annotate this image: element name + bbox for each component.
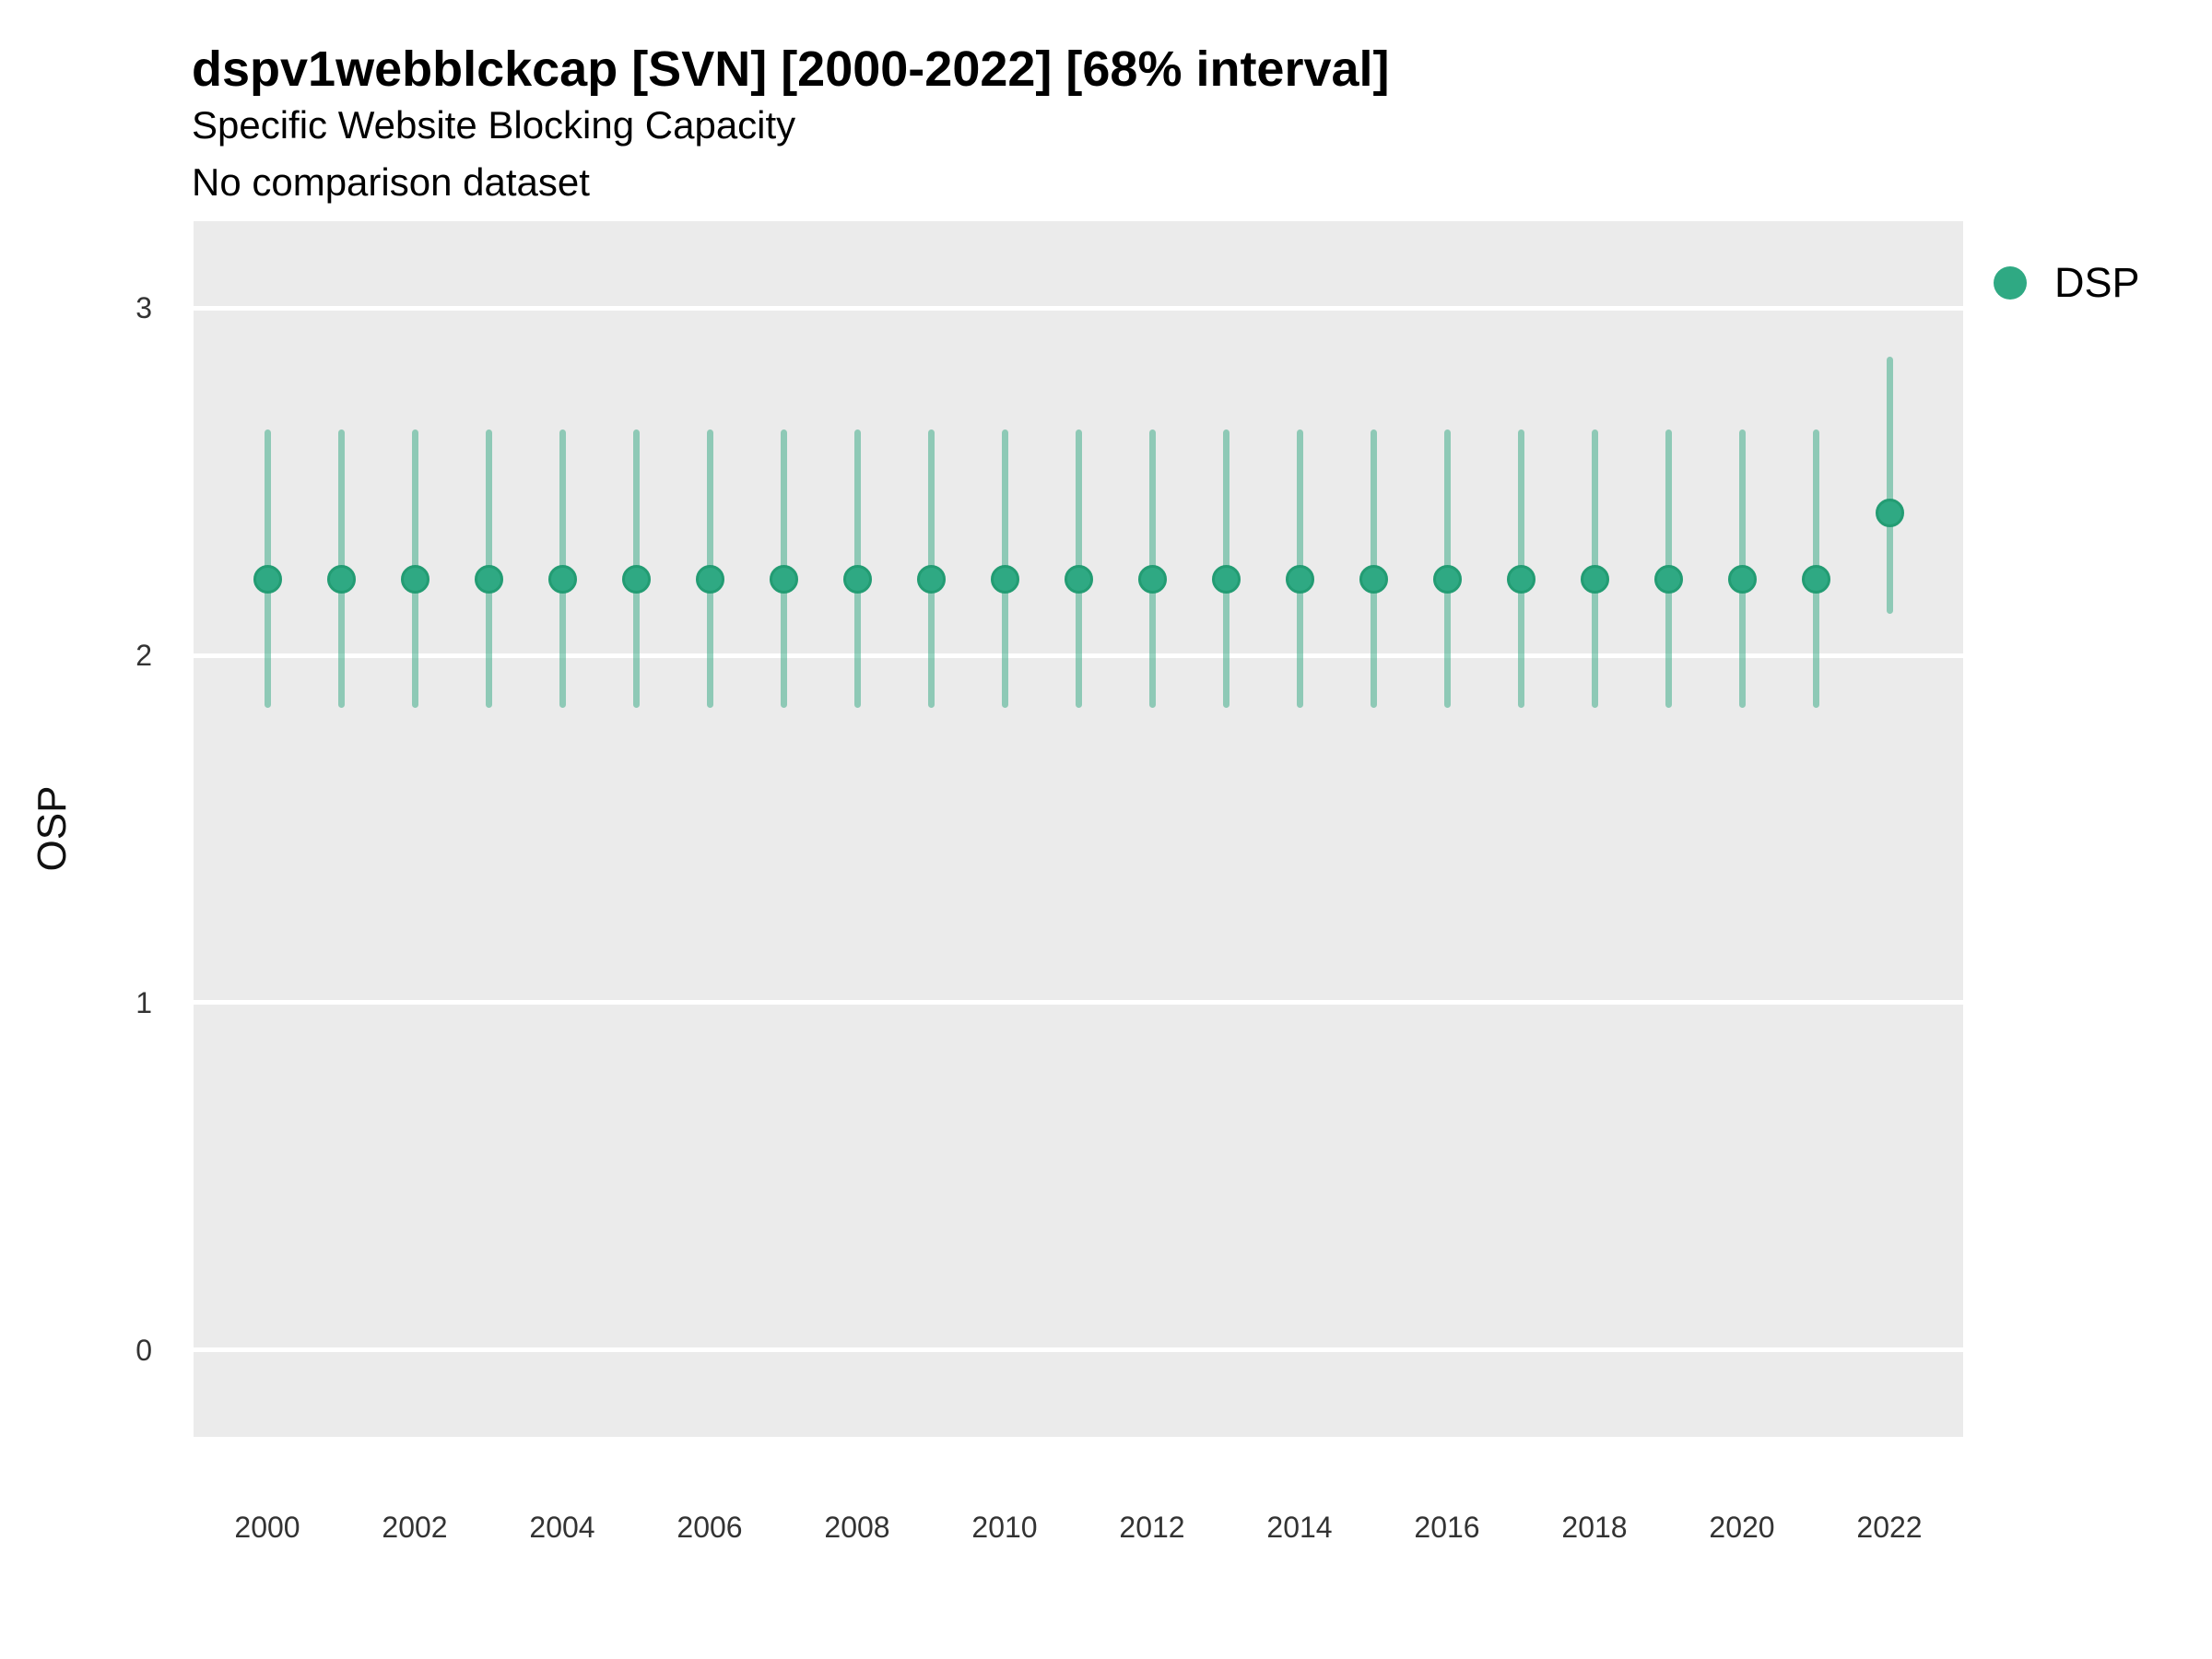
x-tick-label-2004: 2004 <box>529 1511 595 1544</box>
data-point-2013 <box>1211 564 1241 594</box>
data-point-2016 <box>1432 564 1462 594</box>
legend: DSP <box>1994 259 2140 307</box>
chart-subtitle: Specific Website Blocking Capacity <box>192 103 796 147</box>
legend-marker-dsp <box>1994 266 2027 300</box>
x-tick-label-2012: 2012 <box>1119 1511 1185 1544</box>
x-tick-label-2018: 2018 <box>1561 1511 1628 1544</box>
data-point-2009 <box>916 564 946 594</box>
data-point-2011 <box>1064 564 1093 594</box>
data-point-2015 <box>1359 564 1388 594</box>
x-tick-label-2022: 2022 <box>1856 1511 1923 1544</box>
data-point-2018 <box>1580 564 1609 594</box>
x-tick-label-2000: 2000 <box>234 1511 300 1544</box>
data-point-2007 <box>769 564 798 594</box>
data-point-2004 <box>547 564 577 594</box>
data-point-2012 <box>1137 564 1167 594</box>
data-point-2003 <box>474 564 503 594</box>
data-point-2002 <box>400 564 429 594</box>
data-point-2019 <box>1653 564 1683 594</box>
y-tick-label-3: 3 <box>135 291 152 325</box>
data-point-2020 <box>1727 564 1757 594</box>
x-tick-label-2002: 2002 <box>382 1511 448 1544</box>
plot-panel <box>194 221 1963 1437</box>
y-tick-label-0: 0 <box>135 1333 152 1367</box>
data-point-2005 <box>621 564 651 594</box>
data-point-2014 <box>1285 564 1314 594</box>
interval-bar-2022 <box>1886 356 1893 614</box>
x-tick-label-2014: 2014 <box>1266 1511 1333 1544</box>
data-point-2017 <box>1506 564 1535 594</box>
x-tick-label-2020: 2020 <box>1709 1511 1775 1544</box>
y-tick-label-2: 2 <box>135 639 152 673</box>
gridline-y-1 <box>194 1000 1963 1006</box>
gridline-y-3 <box>194 305 1963 311</box>
x-tick-label-2010: 2010 <box>971 1511 1038 1544</box>
data-point-2000 <box>253 564 282 594</box>
x-tick-label-2016: 2016 <box>1414 1511 1480 1544</box>
chart-title: dspv1webblckcap [SVN] [2000-2022] [68% i… <box>192 41 1390 97</box>
data-point-2001 <box>326 564 356 594</box>
data-point-2006 <box>695 564 724 594</box>
data-point-2021 <box>1801 564 1830 594</box>
x-tick-label-2006: 2006 <box>677 1511 743 1544</box>
x-tick-label-2008: 2008 <box>824 1511 890 1544</box>
chart-note: No comparison dataset <box>192 160 590 204</box>
data-point-2022 <box>1875 499 1904 528</box>
legend-label-dsp: DSP <box>2054 259 2140 306</box>
data-point-2008 <box>842 564 872 594</box>
gridline-y-0 <box>194 1347 1963 1353</box>
data-point-2010 <box>990 564 1019 594</box>
y-tick-label-1: 1 <box>135 985 152 1019</box>
y-axis-title: OSP <box>29 785 75 872</box>
